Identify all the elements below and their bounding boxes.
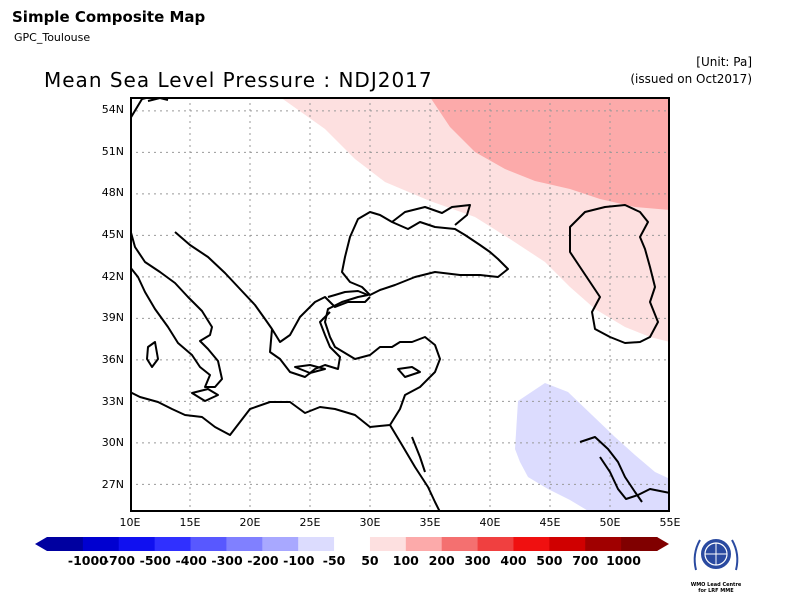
coast-red-sea-east (411, 436, 426, 473)
coast-cyprus (397, 366, 421, 378)
colorbar-label: -1000 (67, 553, 108, 568)
colorbar-label: -400 (175, 553, 207, 568)
coast-red-sea (389, 424, 441, 512)
coast-caspian (569, 204, 659, 344)
lat-label: 42N (101, 270, 124, 283)
colorbar-cell (154, 537, 192, 551)
lat-label: 48N (101, 186, 124, 199)
lat-label: 36N (101, 353, 124, 366)
colorbar-cell (549, 537, 586, 551)
colorbar-cell (585, 537, 622, 551)
graticule (130, 97, 670, 512)
unit-info: [Unit: Pa] (issued on Oct2017) (630, 54, 752, 88)
lon-label: 25E (299, 516, 321, 529)
colorbar-cell (405, 537, 443, 551)
colorbar-label: 1000 (606, 553, 641, 568)
map-panel (130, 97, 670, 512)
colorbar-cell (334, 537, 371, 551)
colorbar-cell (298, 537, 335, 551)
lat-label: 39N (101, 311, 124, 324)
colorbar-label: -700 (103, 553, 136, 568)
lon-label: 40E (479, 516, 501, 529)
coast-black-sea (341, 211, 509, 296)
colorbar-cell (82, 537, 120, 551)
colorbar-cell (621, 537, 658, 551)
coast-italy (130, 228, 223, 388)
colorbar-cell (262, 537, 299, 551)
colorbar-label: 300 (464, 553, 491, 568)
lon-label: 50E (599, 516, 621, 529)
colorbar-cell (226, 537, 263, 551)
colorbar-label: 500 (536, 553, 563, 568)
coast-adriatic-balkans (174, 231, 371, 343)
app-title: Simple Composite Map (12, 8, 206, 26)
coast-sicily (191, 388, 219, 402)
colorbar-cell (477, 537, 514, 551)
colorbar-label: 700 (572, 553, 599, 568)
lon-label: 45E (539, 516, 561, 529)
colorbar-label: -500 (139, 553, 171, 568)
wmo-caption: WMO Lead Centre for LRF MME (690, 582, 742, 594)
coast-levant (130, 376, 431, 436)
coast-gulf-east (599, 456, 670, 500)
lon-label: 15E (179, 516, 201, 529)
colorbar-label: 400 (500, 553, 527, 568)
coast-persian-gulf (579, 436, 643, 503)
colorbar-label: -100 (283, 553, 315, 568)
colorbar-high-arrow (657, 537, 669, 551)
colorbar-low-arrow (35, 537, 47, 551)
colorbar-cell (190, 537, 227, 551)
colorbar (35, 537, 669, 551)
wmo-emblem-icon (693, 537, 739, 571)
colorbar-cell (513, 537, 550, 551)
anomaly-area-neg-50-100 (515, 383, 670, 512)
colorbar-cell (118, 537, 156, 551)
colorbar-label: -50 (322, 553, 346, 568)
lat-label: 33N (101, 395, 124, 408)
coast-sardinia (146, 341, 159, 368)
lon-label: 30E (359, 516, 381, 529)
issued-label: (issued on Oct2017) (630, 72, 752, 86)
colorbar-cell (47, 537, 84, 551)
lon-label: 20E (239, 516, 261, 529)
coast-crimea (391, 204, 471, 226)
colorbar-cell (369, 537, 407, 551)
lon-label: 10E (119, 516, 141, 529)
lon-label: 35E (419, 516, 441, 529)
lat-label: 27N (101, 478, 124, 491)
lat-label: 51N (101, 145, 124, 158)
colorbar-label: 50 (361, 553, 379, 568)
colorbar-label: 200 (428, 553, 455, 568)
coast-aegean-turkey (324, 290, 441, 378)
map-frame (130, 97, 670, 512)
lat-label: 30N (101, 436, 124, 449)
source-label: GPC_Toulouse (14, 31, 91, 44)
map-title: Mean Sea Level Pressure : NDJ2017 (44, 68, 433, 92)
coast-crete (294, 364, 326, 374)
colorbar-label: -200 (247, 553, 279, 568)
lat-label: 54N (101, 103, 124, 116)
lat-label: 45N (101, 228, 124, 241)
unit-label: [Unit: Pa] (696, 55, 752, 69)
lon-label: 55E (659, 516, 681, 529)
coast-greece (269, 311, 341, 378)
colorbar-label: 100 (392, 553, 419, 568)
colorbar-cell (441, 537, 479, 551)
colorbar-label: -300 (211, 553, 243, 568)
